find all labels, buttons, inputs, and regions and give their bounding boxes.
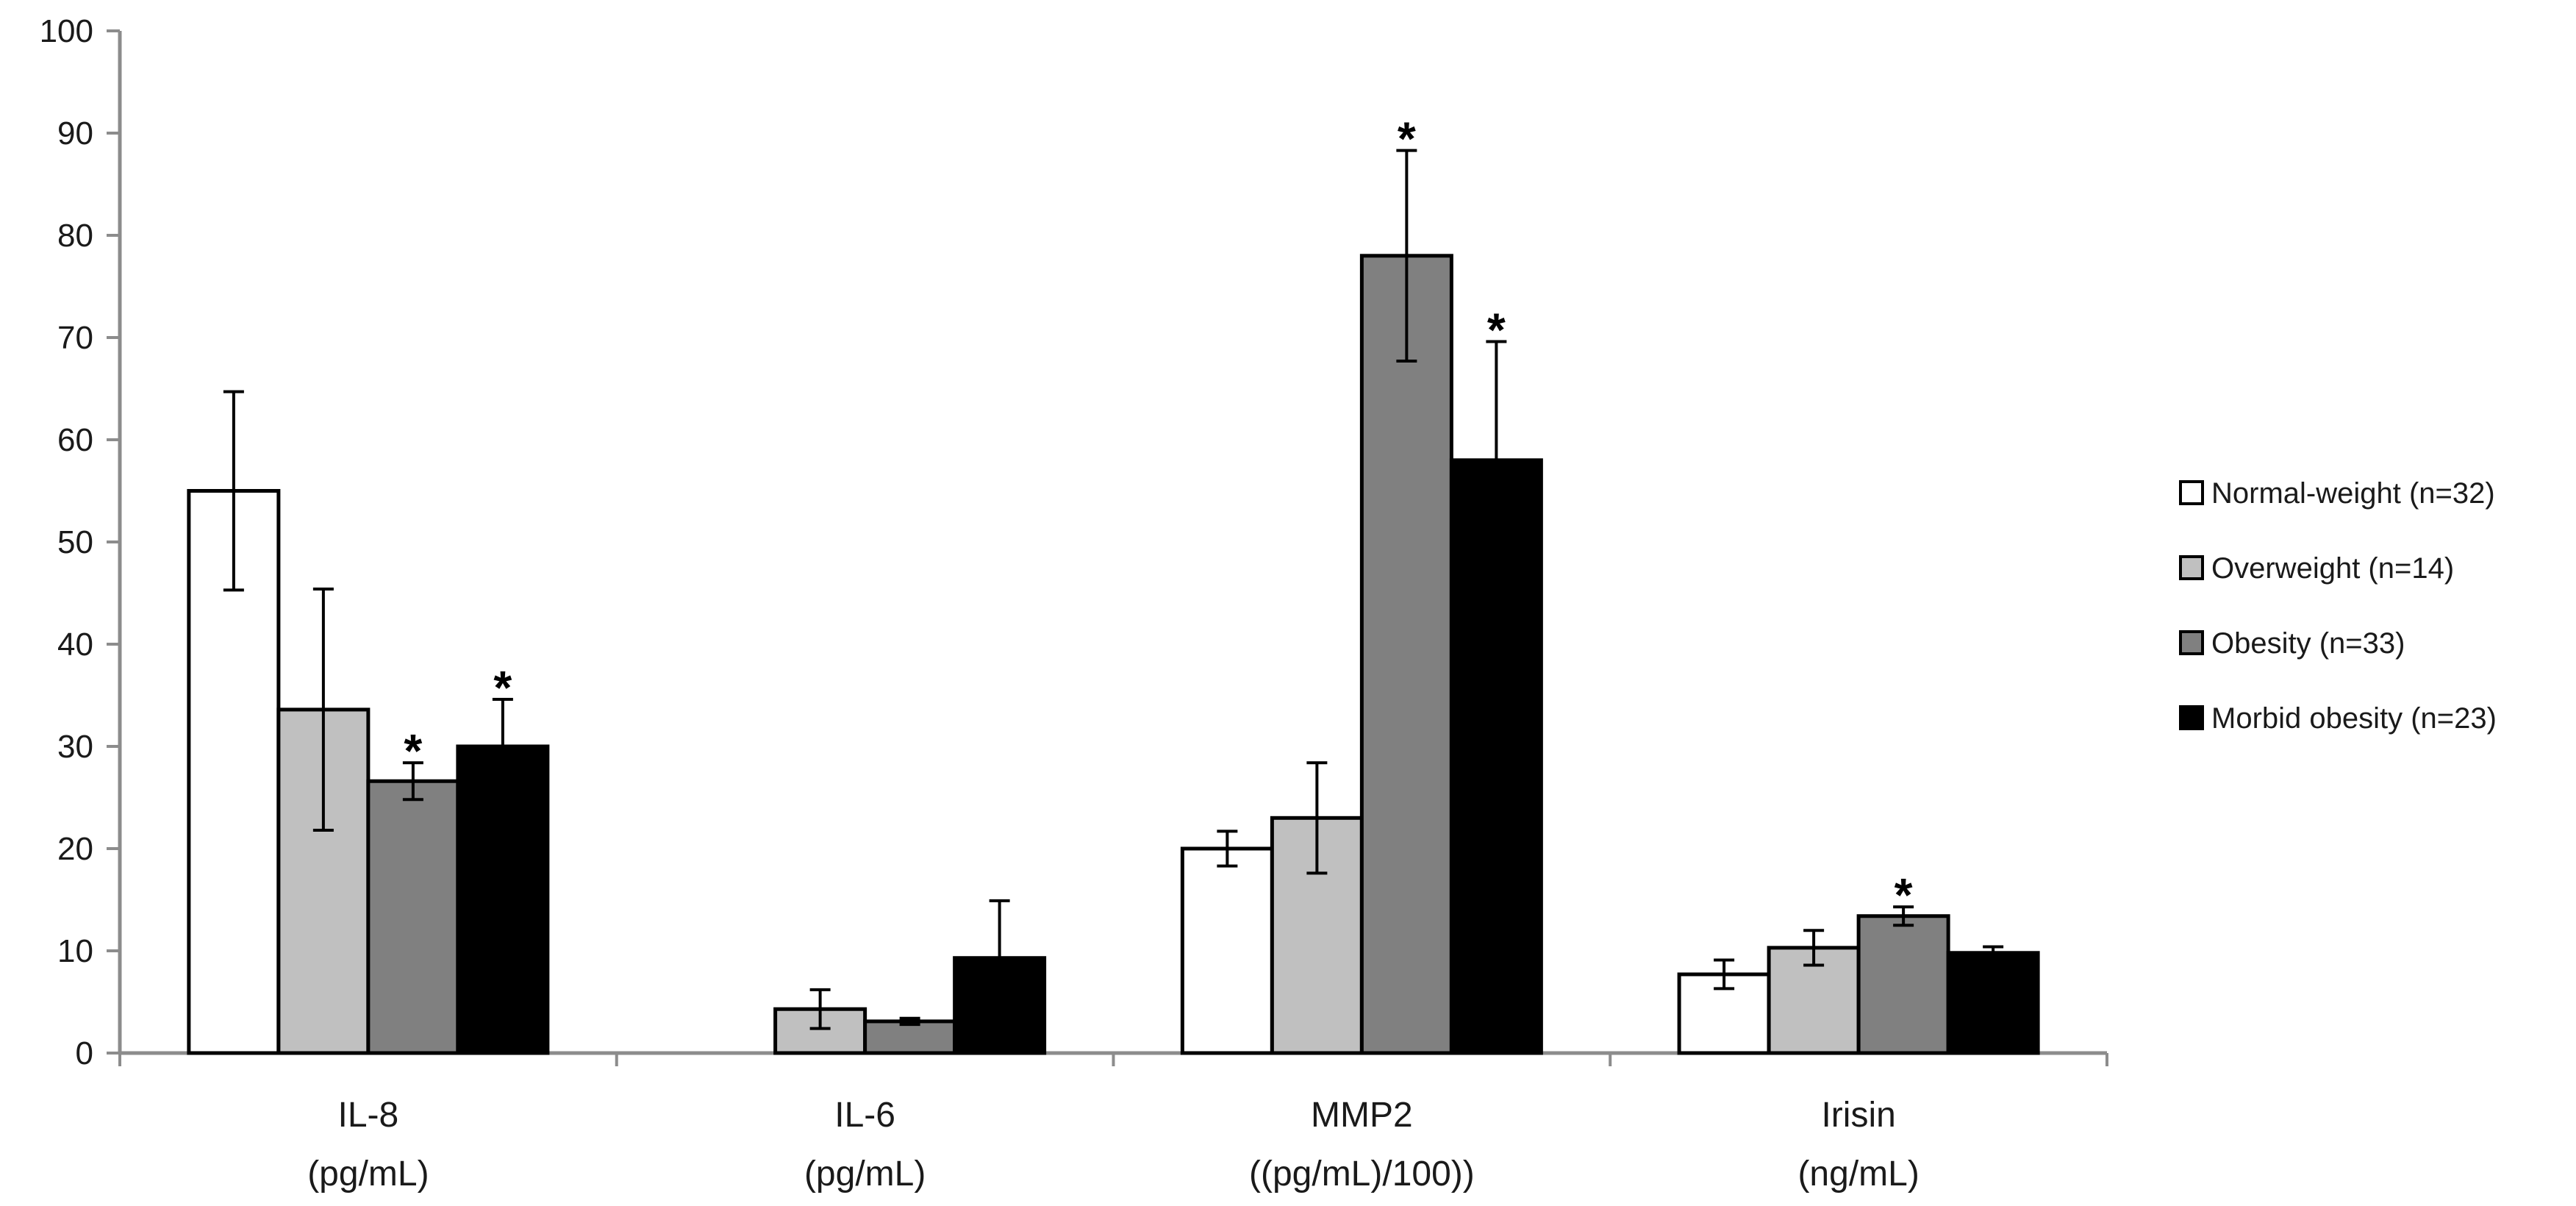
category-unit-label: (pg/mL)	[307, 1155, 429, 1193]
legend-swatch	[2179, 480, 2204, 505]
bar	[1856, 914, 1950, 1055]
legend-label: Obesity (n=33)	[2211, 627, 2405, 660]
legend-label: Normal-weight (n=32)	[2211, 477, 2495, 510]
legend-label: Overweight (n=14)	[2211, 552, 2454, 585]
bar	[863, 1019, 957, 1055]
y-tick-label: 80	[57, 218, 93, 254]
y-tick-label: 20	[57, 831, 93, 867]
bar	[1180, 846, 1274, 1055]
legend-swatch	[2179, 555, 2204, 580]
category-unit-label: ((pg/mL)/100))	[1249, 1155, 1475, 1193]
significance-marker: *	[1895, 868, 1913, 921]
y-tick-label: 60	[57, 422, 93, 458]
y-tick-label: 40	[57, 627, 93, 663]
significance-marker: *	[404, 724, 422, 777]
y-axis: 0 10 20 30 40 50 60 70 80 90 100	[40, 13, 122, 1071]
category-label: IL-6	[834, 1096, 895, 1135]
y-tick-label: 10	[57, 933, 93, 969]
x-axis: IL-8 (pg/mL) IL-6 (pg/mL) MMP2 ((pg/mL)/100))…	[118, 1051, 2108, 1193]
category-unit-label: (pg/mL)	[804, 1155, 926, 1193]
category-unit-label: (ng/mL)	[1797, 1155, 1919, 1193]
bar	[1946, 951, 2040, 1055]
bar	[366, 779, 460, 1055]
significance-marker: *	[1398, 113, 1416, 165]
y-tick-label: 70	[57, 320, 93, 356]
legend-swatch	[2179, 705, 2204, 730]
significance-marker: *	[1487, 304, 1506, 357]
bar-groups: * * * * *	[187, 113, 2040, 1055]
legend-swatch	[2179, 630, 2204, 655]
y-tick-label: 100	[40, 13, 93, 49]
legend-label: Morbid obesity (n=23)	[2211, 702, 2497, 735]
category-label: MMP2	[1311, 1096, 1413, 1135]
y-tick-label: 0	[76, 1035, 93, 1071]
y-tick-label: 50	[57, 524, 93, 560]
bar	[456, 744, 550, 1055]
category-label: Irisin	[1821, 1096, 1895, 1135]
y-tick-label: 90	[57, 115, 93, 151]
legend: Normal-weight (n=32) Overweight (n=14) Obe…	[2179, 477, 2497, 735]
y-tick-label: 30	[57, 729, 93, 765]
significance-marker: *	[493, 661, 512, 714]
bar	[1359, 254, 1453, 1055]
category-label: IL-8	[338, 1096, 399, 1135]
